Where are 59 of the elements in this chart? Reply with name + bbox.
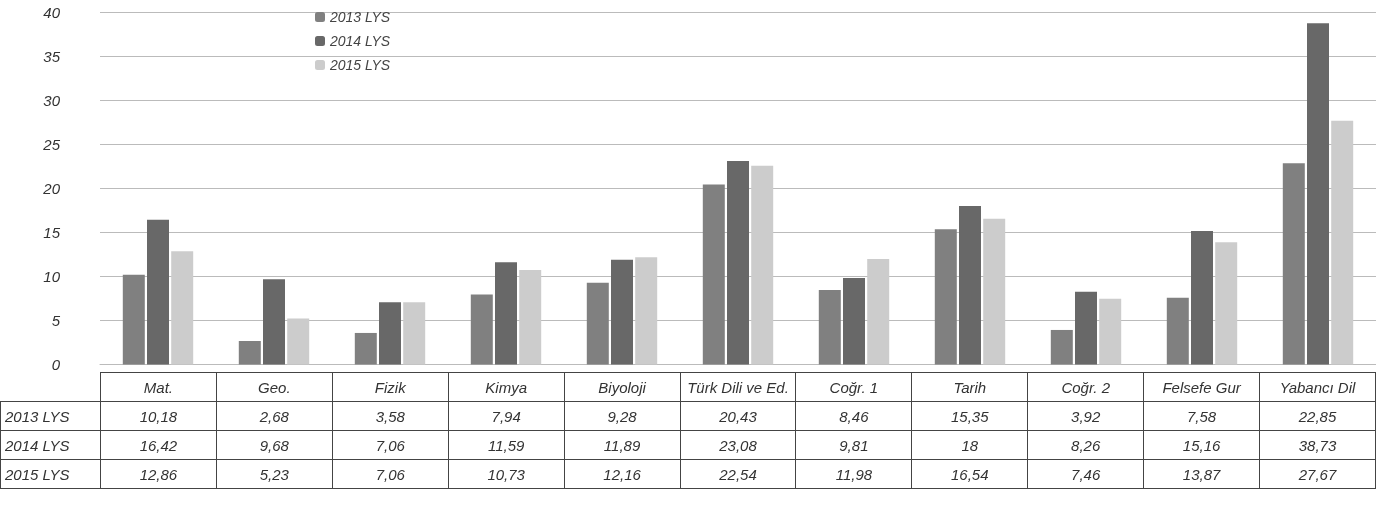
data-label: 5,23	[216, 459, 333, 489]
data-label: 20,43	[680, 401, 796, 431]
x-tick-label: Türk Dili ve Ed.	[680, 372, 796, 402]
x-tick-label: Coğr. 2	[1027, 372, 1144, 402]
data-label: 9,81	[795, 430, 912, 460]
y-tick-label: 5	[51, 311, 61, 329]
data-label: 12,16	[564, 459, 681, 489]
data-label: 7,46	[1027, 459, 1144, 489]
text: 2014 LYS	[5, 436, 70, 454]
x-tick-label: Yabancı Dil	[1259, 372, 1376, 402]
data-label: 8,26	[1027, 430, 1144, 460]
y-tick-label: 35	[43, 47, 61, 65]
data-label: 10,18	[100, 401, 217, 431]
legend-label: 2015 LYS	[329, 57, 391, 73]
y-tick-label: 15	[43, 223, 61, 241]
data-label: 11,98	[795, 459, 912, 489]
y-tick-label: 0	[51, 356, 61, 373]
y-tick-label: 40	[43, 3, 61, 21]
data-label: 12,86	[100, 459, 217, 489]
data-label: 22,85	[1259, 401, 1376, 431]
y-tick-label: 25	[42, 135, 61, 153]
data-label: 11,59	[448, 430, 565, 460]
data-label: 16,54	[911, 459, 1028, 489]
data-label: 15,16	[1143, 430, 1260, 460]
x-tick-label: Mat.	[100, 372, 217, 402]
data-label: 7,58	[1143, 401, 1260, 431]
data-label: 7,06	[332, 459, 449, 489]
data-label: 9,68	[216, 430, 333, 460]
data-label: 16,42	[100, 430, 217, 460]
x-tick-label: Fizik	[332, 372, 449, 402]
text: 2015 LYS	[5, 465, 70, 483]
data-label: 13,87	[1143, 459, 1260, 489]
data-label: 7,06	[332, 430, 449, 460]
y-tick-label: 30	[43, 91, 61, 109]
data-label: 27,67	[1259, 459, 1376, 489]
x-tick-label: Kimya	[448, 372, 565, 402]
data-label: 3,58	[332, 401, 449, 431]
legend-label: 2014 LYS	[329, 33, 391, 49]
data-label: 10,73	[448, 459, 565, 489]
x-tick-label: Biyoloji	[564, 372, 681, 402]
x-tick-label: Geo.	[216, 372, 333, 402]
legend-label: 2013 LYS	[329, 9, 391, 25]
y-tick-label: 10	[43, 267, 61, 285]
data-label: 18	[911, 430, 1028, 460]
data-label: 8,46	[795, 401, 912, 431]
data-label: 3,92	[1027, 401, 1144, 431]
text: 2013 LYS	[5, 407, 70, 425]
data-label: 9,28	[564, 401, 681, 431]
data-label: 15,35	[911, 401, 1028, 431]
x-tick-label: Tarih	[911, 372, 1028, 402]
x-tick-label: Coğr. 1	[795, 372, 912, 402]
y-tick-label: 20	[42, 179, 61, 197]
x-tick-label: Felsefe Gur	[1143, 372, 1260, 402]
data-label: 23,08	[680, 430, 796, 460]
data-label: 11,89	[564, 430, 681, 460]
data-label: 38,73	[1259, 430, 1376, 460]
data-label: 7,94	[448, 401, 565, 431]
data-label: 2,68	[216, 401, 333, 431]
data-label: 22,54	[680, 459, 796, 489]
